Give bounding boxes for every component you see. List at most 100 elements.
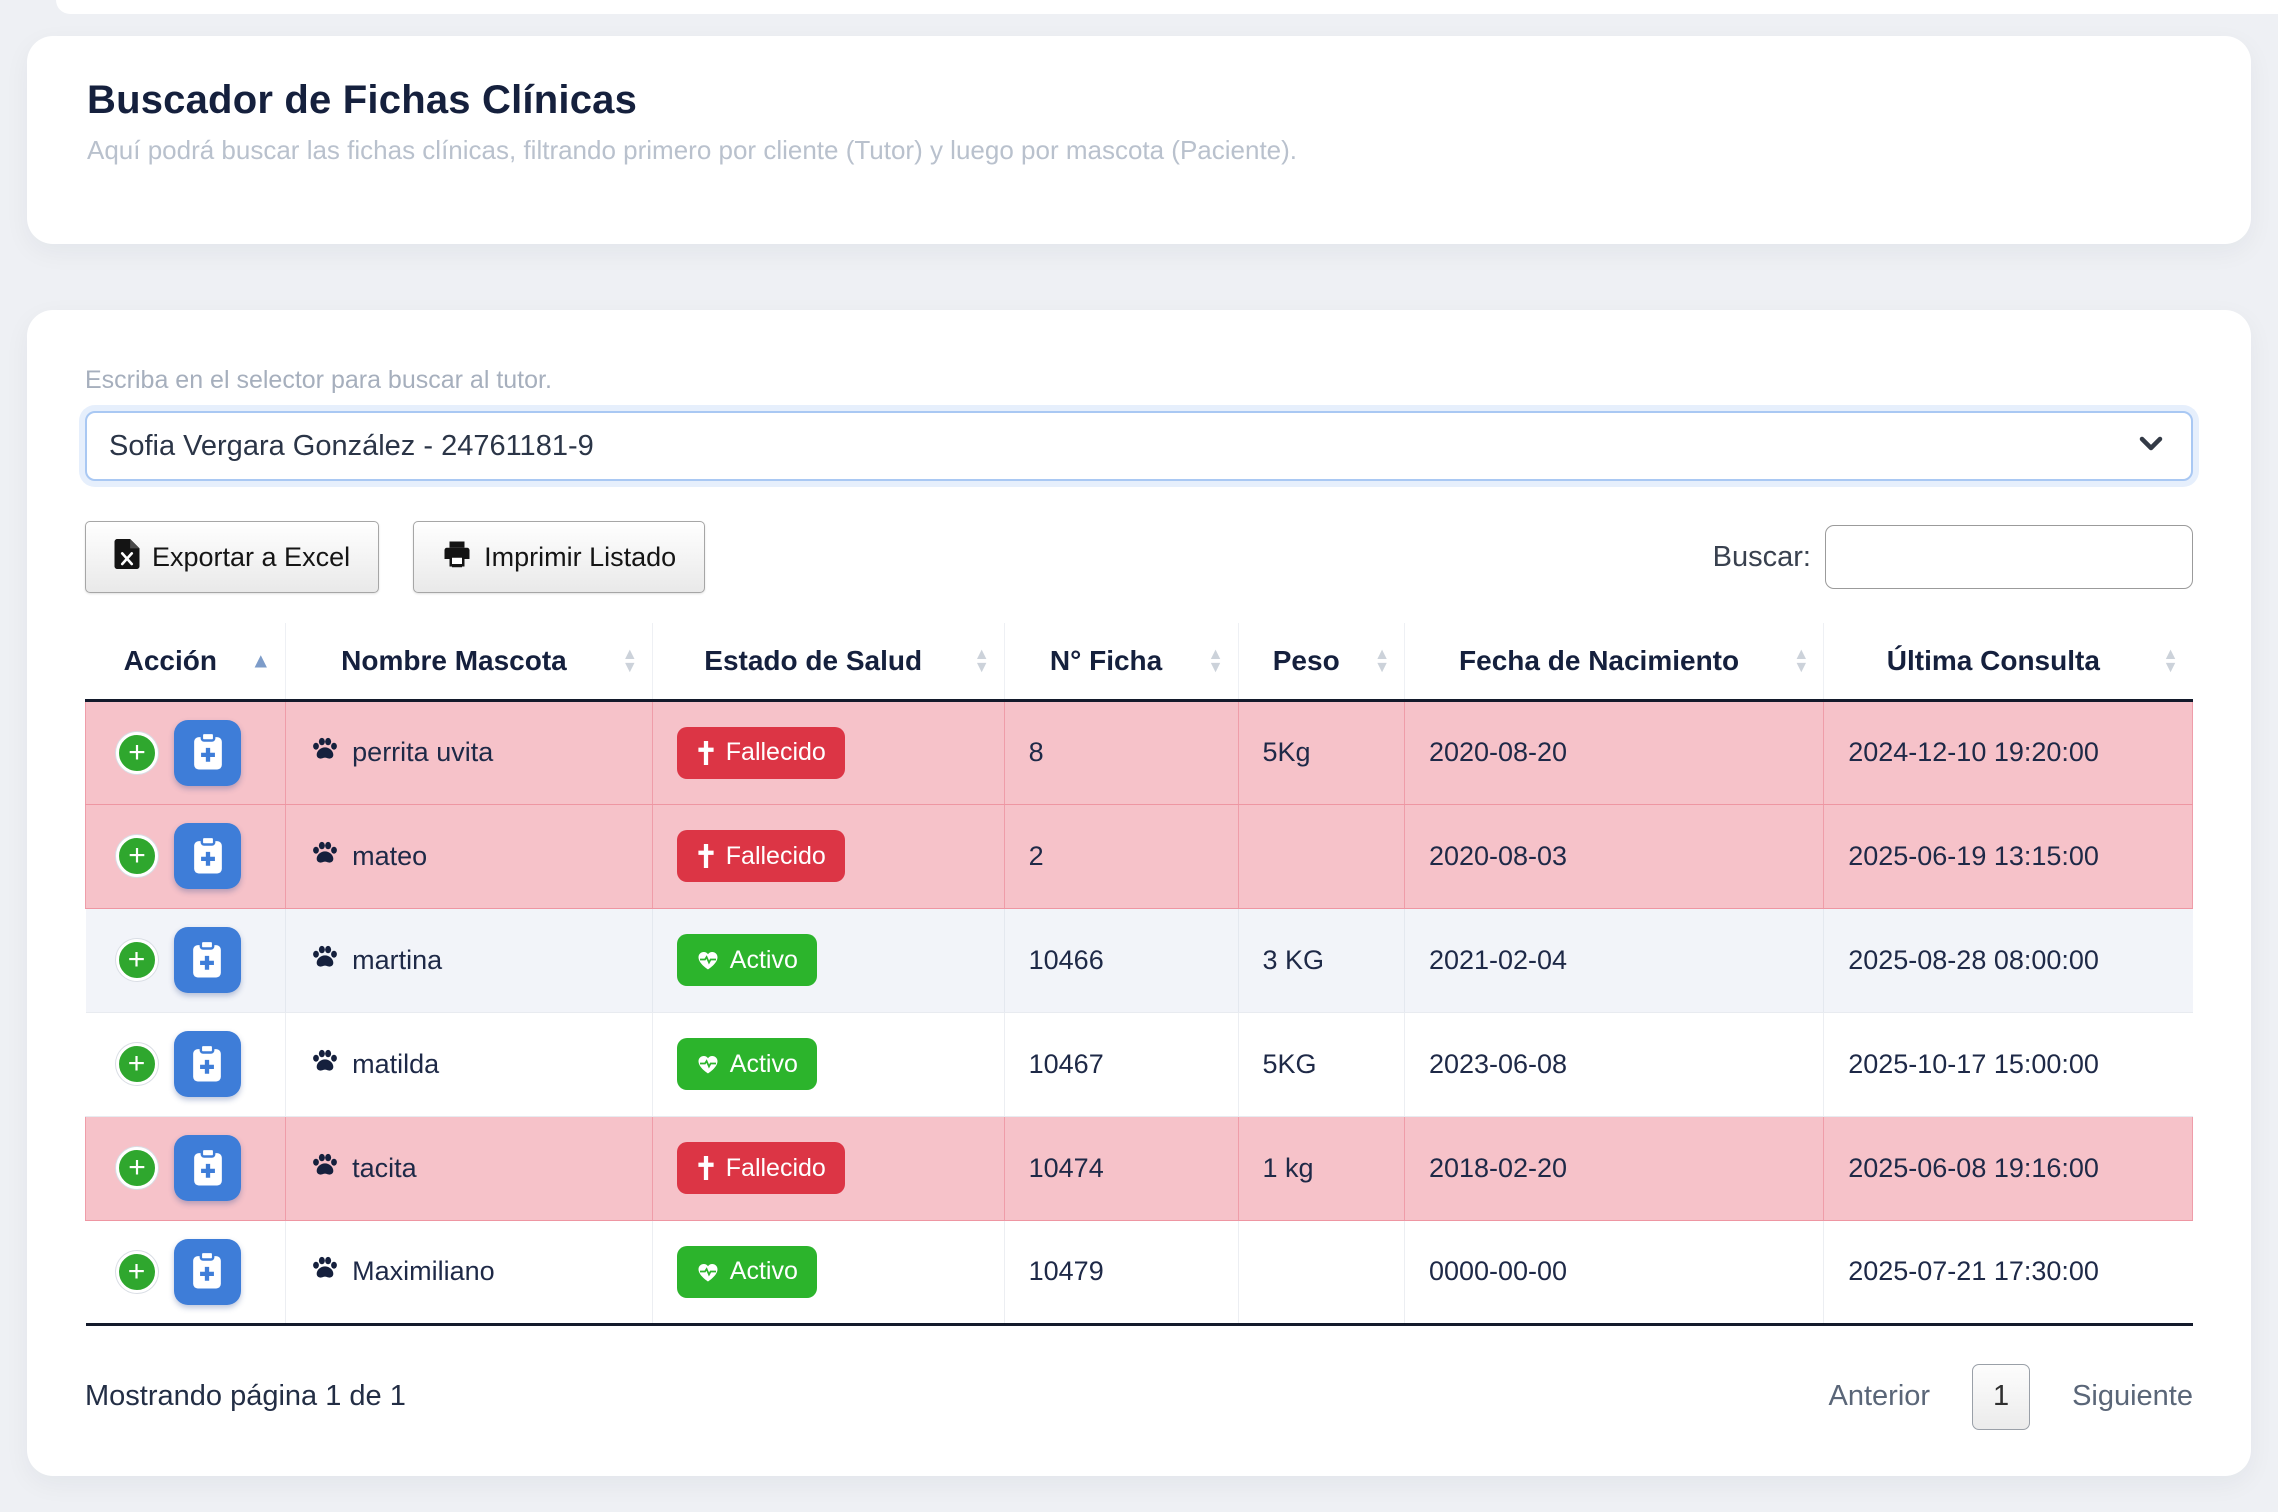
weight-value: 1 kg	[1263, 1153, 1314, 1183]
status-badge: Fallecido	[677, 727, 845, 779]
column-header-nombre-mascota[interactable]: Nombre Mascota ▲▼	[286, 623, 653, 700]
page: Buscador de Fichas Clínicas Aquí podrá b…	[0, 0, 2278, 1476]
search-box: Buscar:	[1713, 525, 2193, 589]
records-table: Acción ▲ Nombre Mascota ▲▼ Estado de Sal…	[85, 623, 2193, 1326]
column-header-ficha[interactable]: N° Ficha ▲▼	[1004, 623, 1238, 700]
plus-icon: +	[128, 1257, 146, 1287]
search-input[interactable]	[1825, 525, 2193, 589]
status-badge: Activo	[677, 1246, 817, 1298]
sort-icon[interactable]: ▲▼	[974, 648, 990, 674]
pet-name: matilda	[352, 1049, 439, 1080]
excel-file-icon	[114, 539, 140, 576]
status-label: Activo	[730, 946, 798, 975]
cross-icon	[696, 1156, 716, 1180]
pagination-next-button[interactable]: Siguiente	[2072, 1380, 2193, 1413]
plus-icon: +	[128, 945, 146, 975]
clipboard-medical-icon	[189, 1147, 227, 1190]
clipboard-medical-icon	[189, 731, 227, 774]
table-row: + matilda Activo 104	[86, 1012, 2193, 1116]
previous-card-edge	[56, 0, 2278, 14]
table-row: + mateo Fallecido 2	[86, 804, 2193, 908]
weight-value: 5KG	[1263, 1049, 1317, 1079]
heart-pulse-icon	[696, 1261, 720, 1283]
ficha-number: 2	[1029, 841, 1044, 871]
pagination: Anterior 1 Siguiente	[1829, 1364, 2193, 1430]
last-visit-datetime: 2025-06-19 13:15:00	[1848, 841, 2099, 871]
clinical-record-button[interactable]	[174, 1239, 241, 1305]
table-row: + martina Activo 104	[86, 908, 2193, 1012]
expand-row-button[interactable]: +	[116, 1147, 158, 1189]
status-badge: Activo	[677, 934, 817, 986]
expand-row-button[interactable]: +	[116, 1251, 158, 1293]
ficha-number: 10466	[1029, 945, 1104, 975]
clinical-record-button[interactable]	[174, 823, 241, 889]
printer-icon	[442, 539, 472, 576]
pet-name: perrita uvita	[352, 737, 493, 768]
pagination-previous-button[interactable]: Anterior	[1829, 1380, 1931, 1413]
action-cell: +	[110, 1031, 276, 1097]
page-subtitle: Aquí podrá buscar las fichas clínicas, f…	[87, 135, 2191, 166]
ficha-number: 8	[1029, 737, 1044, 767]
plus-icon: +	[128, 1049, 146, 1079]
column-header-nacimiento[interactable]: Fecha de Nacimiento ▲▼	[1404, 623, 1823, 700]
pagination-page-button[interactable]: 1	[1972, 1364, 2030, 1430]
weight-value: 3 KG	[1263, 945, 1325, 975]
paw-icon	[310, 840, 340, 873]
toolbar: Exportar a Excel Imprimir Listado Buscar…	[85, 521, 2193, 593]
clinical-record-button[interactable]	[174, 720, 241, 786]
cross-icon	[696, 844, 716, 868]
last-visit-datetime: 2024-12-10 19:20:00	[1848, 737, 2099, 767]
clipboard-medical-icon	[189, 835, 227, 878]
status-badge: Fallecido	[677, 830, 845, 882]
pet-name: tacita	[352, 1153, 417, 1184]
sort-icon[interactable]: ▲▼	[1208, 648, 1224, 674]
table-footer: Mostrando página 1 de 1 Anterior 1 Sigui…	[85, 1364, 2193, 1430]
expand-row-button[interactable]: +	[116, 939, 158, 981]
birth-date: 2020-08-03	[1429, 841, 1567, 871]
pet-name: mateo	[352, 841, 427, 872]
search-label: Buscar:	[1713, 541, 1811, 574]
action-cell: +	[110, 1239, 276, 1305]
header-card: Buscador de Fichas Clínicas Aquí podrá b…	[27, 36, 2251, 244]
expand-row-button[interactable]: +	[116, 835, 158, 877]
column-header-ultima-consulta[interactable]: Última Consulta ▲▼	[1824, 623, 2193, 700]
last-visit-datetime: 2025-08-28 08:00:00	[1848, 945, 2099, 975]
paw-icon	[310, 944, 340, 977]
status-badge: Fallecido	[677, 1142, 845, 1194]
sort-ascending-icon[interactable]: ▲	[250, 650, 271, 671]
weight-value: 5Kg	[1263, 737, 1311, 767]
sort-icon[interactable]: ▲▼	[1793, 648, 1809, 674]
table-row: + Maximiliano Activo	[86, 1220, 2193, 1324]
expand-row-button[interactable]: +	[116, 1043, 158, 1085]
last-visit-datetime: 2025-10-17 15:00:00	[1848, 1049, 2099, 1079]
clinical-record-button[interactable]	[174, 1135, 241, 1201]
clinical-record-button[interactable]	[174, 1031, 241, 1097]
sort-icon[interactable]: ▲▼	[622, 648, 638, 674]
sort-icon[interactable]: ▲▼	[1374, 648, 1390, 674]
action-cell: +	[110, 720, 275, 786]
status-label: Activo	[730, 1257, 798, 1286]
last-visit-datetime: 2025-06-08 19:16:00	[1848, 1153, 2099, 1183]
action-cell: +	[110, 823, 275, 889]
plus-icon: +	[128, 738, 146, 768]
column-header-accion[interactable]: Acción ▲	[86, 623, 286, 700]
paw-icon	[310, 1255, 340, 1288]
print-list-button[interactable]: Imprimir Listado	[413, 521, 705, 593]
page-title: Buscador de Fichas Clínicas	[87, 78, 2191, 123]
heart-pulse-icon	[696, 1053, 720, 1075]
sort-icon[interactable]: ▲▼	[2163, 648, 2179, 674]
tutor-select[interactable]: Sofia Vergara González - 24761181-9	[85, 411, 2193, 481]
status-label: Fallecido	[726, 1154, 826, 1183]
cross-icon	[696, 741, 716, 765]
tutor-select-wrap: Sofia Vergara González - 24761181-9	[85, 411, 2193, 481]
pet-name: martina	[352, 945, 442, 976]
clinical-record-button[interactable]	[174, 927, 241, 993]
ficha-number: 10479	[1029, 1256, 1104, 1286]
column-header-peso[interactable]: Peso ▲▼	[1238, 623, 1404, 700]
export-excel-button[interactable]: Exportar a Excel	[85, 521, 379, 593]
column-header-estado-salud[interactable]: Estado de Salud ▲▼	[652, 623, 1004, 700]
table-header-row: Acción ▲ Nombre Mascota ▲▼ Estado de Sal…	[86, 623, 2193, 700]
birth-date: 2018-02-20	[1429, 1153, 1567, 1183]
clipboard-medical-icon	[188, 939, 226, 982]
expand-row-button[interactable]: +	[116, 732, 158, 774]
